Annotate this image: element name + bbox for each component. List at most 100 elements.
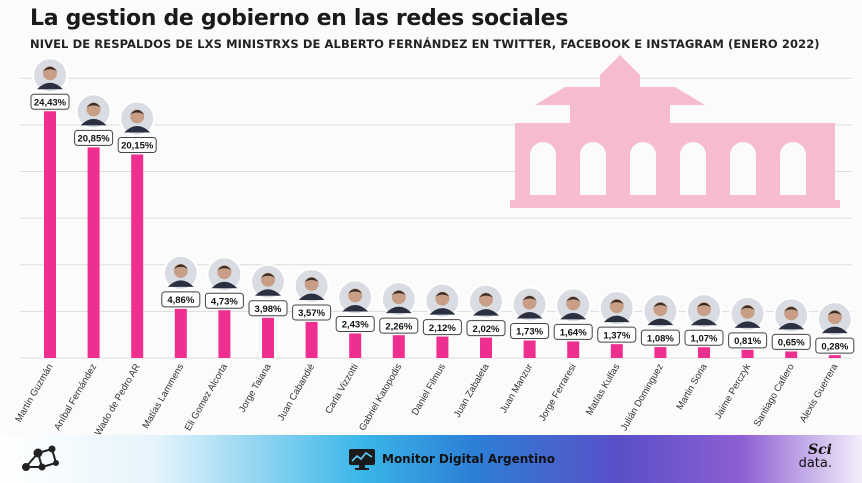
scidata-line2: data. [798, 456, 832, 471]
avatar-hair [130, 109, 145, 115]
avatar-shoulders [778, 322, 805, 330]
avatar-photo-icon [250, 263, 286, 300]
value-label-text: 1,08% [647, 333, 674, 344]
building-arch [580, 142, 606, 195]
bar [828, 355, 841, 358]
value-label: 20,85% [74, 129, 114, 146]
avatar-hair [784, 306, 799, 312]
avatar-photo-icon [162, 254, 199, 291]
avatar-shoulders [473, 309, 499, 316]
building-roof [600, 55, 640, 75]
value-label-box [815, 337, 855, 354]
bar [87, 147, 100, 358]
value-label: 1,07% [684, 329, 724, 346]
value-label-box [553, 323, 593, 340]
value-label-box [728, 332, 768, 349]
value-label-text: 2,43% [342, 320, 369, 331]
building-arch [680, 142, 706, 195]
value-label-box [117, 136, 157, 153]
avatar-hair [479, 293, 493, 298]
avatar-photo-icon [816, 301, 853, 338]
avatar-hair [173, 264, 188, 269]
avatar-hair [740, 305, 755, 310]
casa-rosada-icon [510, 55, 840, 208]
value-label-text: 2,02% [473, 324, 500, 335]
avatar-hair [348, 288, 363, 294]
avatar-photo-icon [511, 286, 548, 323]
avatar-hair [609, 299, 624, 305]
category-label: Juan Zabaleta [452, 361, 492, 419]
avatar-photo-icon [642, 293, 679, 330]
avatar-photo-icon [773, 297, 810, 334]
value-label: 24,43% [30, 93, 70, 110]
avatar-photo-icon [206, 256, 243, 293]
bar [131, 154, 144, 358]
value-label-box [292, 304, 332, 321]
value-label-text: 2,26% [385, 321, 412, 332]
building-pediment [535, 87, 705, 105]
avatar-hair [86, 102, 101, 108]
avatar-photo-icon [468, 283, 504, 320]
value-labels: 24,43% 20,85% 20,15% 4,86% 4,73% 3,98% 3,57% 2,… [30, 93, 855, 354]
avatar-shoulders [647, 318, 674, 326]
bar [567, 341, 580, 358]
scidata-logo: Sci data. [799, 443, 832, 471]
category-label: Wado de Pedro AR [93, 362, 143, 435]
avatar-hair [566, 296, 581, 302]
value-label: 4,86% [161, 291, 201, 308]
value-label-text: 24,43% [34, 97, 67, 108]
avatar-photo-icon [729, 295, 766, 332]
value-label: 0,65% [771, 333, 811, 350]
category-label: Carla Vizzotti [323, 362, 360, 416]
avatar-shoulders [429, 308, 456, 315]
category-label: Julián Dominguez [619, 362, 666, 433]
avatar-hair [827, 310, 842, 316]
category-label: Eli Gomez Alcorta [183, 361, 231, 433]
avatar-shoulders [211, 281, 238, 289]
building-arch [530, 142, 556, 195]
chart-title: La gestion de gobierno en las redes soci… [30, 6, 569, 31]
avatar-photo-icon [337, 279, 374, 316]
category-label: Martin Soria [674, 361, 709, 411]
avatar-hair [261, 273, 275, 278]
bar [349, 333, 362, 358]
bar [305, 321, 318, 358]
avatar-shoulders [298, 293, 325, 300]
avatar-hair [304, 277, 319, 282]
brand-block: Monitor Digital Argentino [348, 447, 555, 471]
value-label: 4,73% [204, 292, 244, 309]
value-label-text: 1,64% [560, 328, 587, 339]
avatar-photo-icon [119, 100, 156, 137]
chart-canvas: 24,43% 20,85% 20,15% 4,86% 4,73% 3,98% 3,57% 2,… [13, 55, 855, 435]
avatar-hair [697, 302, 711, 308]
avatar-photo-icon [555, 287, 592, 324]
category-label: Juan Cabandié [276, 362, 317, 423]
avatar-photo-icon [293, 267, 330, 304]
category-label: Aníbal Fernández [52, 362, 99, 433]
value-label-text: 0,81% [734, 336, 761, 347]
value-label-box [204, 292, 244, 309]
value-label-box [161, 291, 201, 308]
footer-band: Monitor Digital Argentino Sci data. [0, 435, 862, 483]
category-label: Jorge Ferraresi [537, 362, 579, 423]
avatar-shoulders [560, 312, 587, 320]
avatar-photo-icon [424, 282, 461, 319]
avatar-hair [653, 302, 668, 308]
bar [785, 351, 798, 358]
category-label: Matías Kulfas [584, 362, 622, 418]
value-label-text: 4,86% [167, 295, 194, 306]
value-label-box [466, 320, 506, 337]
value-label: 0,81% [728, 332, 768, 349]
value-label-text: 20,15% [121, 141, 154, 152]
value-label-text: 3,98% [255, 304, 282, 315]
category-label: Jaime Perczyk [713, 362, 754, 421]
value-label-box [771, 333, 811, 350]
value-label-box [640, 329, 680, 346]
category-label: Jorge Taiana [237, 361, 274, 414]
value-label-box [248, 300, 288, 317]
value-label: 3,57% [292, 304, 332, 321]
category-label: Matías Lammens [140, 362, 186, 431]
building-arch [730, 142, 756, 195]
